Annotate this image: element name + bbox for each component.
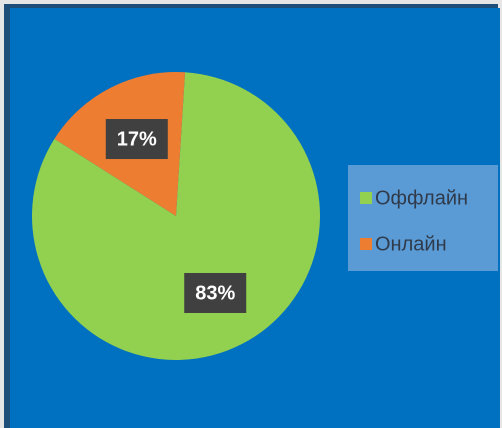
legend-marker bbox=[360, 238, 372, 250]
value-label: 17% bbox=[117, 128, 157, 150]
value-label-box bbox=[105, 119, 168, 160]
legend-label: Оффлайн bbox=[375, 187, 468, 209]
pie-slice bbox=[31, 72, 320, 360]
legend-label: Онлайн bbox=[375, 233, 447, 255]
value-label-box bbox=[184, 272, 247, 313]
legend-marker bbox=[360, 192, 372, 204]
value-label: 83% bbox=[195, 282, 235, 304]
legend-box bbox=[348, 165, 498, 271]
